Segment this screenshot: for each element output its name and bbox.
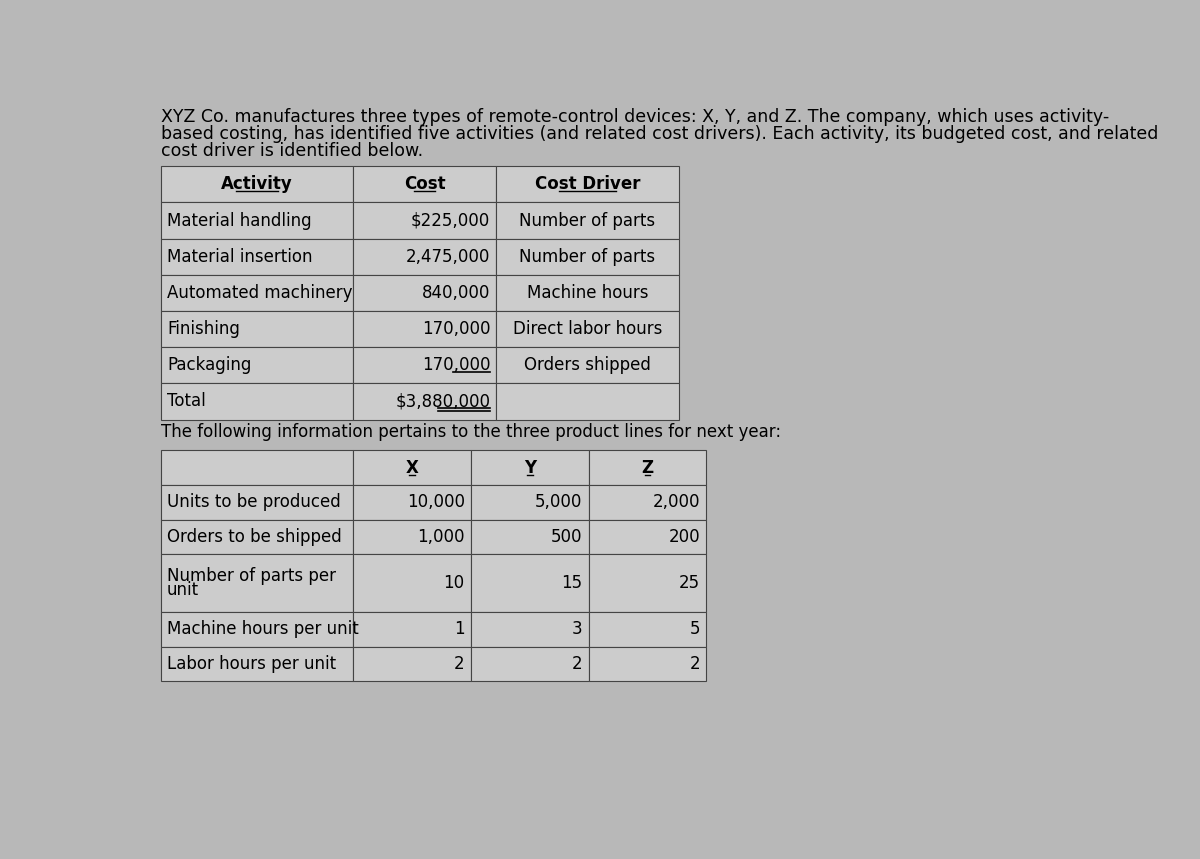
- Bar: [589, 485, 707, 520]
- Bar: [161, 275, 353, 311]
- Text: Cost: Cost: [404, 175, 445, 193]
- Bar: [353, 450, 470, 485]
- Text: Number of parts: Number of parts: [520, 247, 655, 265]
- Text: Finishing: Finishing: [167, 320, 240, 338]
- Text: based costing, has identified five activities (and related cost drivers). Each a: based costing, has identified five activ…: [161, 125, 1158, 143]
- Text: 25: 25: [679, 574, 701, 592]
- Bar: [497, 275, 678, 311]
- Text: 200: 200: [668, 528, 701, 546]
- Bar: [161, 485, 353, 520]
- Bar: [161, 347, 353, 383]
- Text: 500: 500: [551, 528, 582, 546]
- Text: unit: unit: [167, 581, 199, 599]
- Bar: [470, 485, 589, 520]
- Text: Packaging: Packaging: [167, 356, 252, 375]
- Bar: [497, 167, 678, 203]
- Text: $225,000: $225,000: [410, 211, 491, 229]
- Bar: [589, 520, 707, 554]
- Bar: [353, 347, 497, 383]
- Text: cost driver is identified below.: cost driver is identified below.: [161, 142, 422, 160]
- Text: 3: 3: [572, 620, 582, 638]
- Text: Total: Total: [167, 393, 206, 411]
- Bar: [353, 485, 470, 520]
- Bar: [589, 612, 707, 647]
- Bar: [161, 450, 353, 485]
- Bar: [353, 554, 470, 612]
- Bar: [161, 239, 353, 275]
- Text: XYZ Co. manufactures three types of remote-control devices: X, Y, and Z. The com: XYZ Co. manufactures three types of remo…: [161, 108, 1109, 126]
- Text: Cost Driver: Cost Driver: [535, 175, 641, 193]
- Text: Material insertion: Material insertion: [167, 247, 312, 265]
- Bar: [353, 311, 497, 347]
- Text: The following information pertains to the three product lines for next year:: The following information pertains to th…: [161, 423, 781, 441]
- Text: 15: 15: [562, 574, 582, 592]
- Text: $3,880,000: $3,880,000: [395, 393, 491, 411]
- Bar: [353, 239, 497, 275]
- Text: Direct labor hours: Direct labor hours: [512, 320, 662, 338]
- Text: 170,000: 170,000: [421, 356, 491, 375]
- Text: 2,475,000: 2,475,000: [406, 247, 491, 265]
- Bar: [353, 275, 497, 311]
- Text: 2,000: 2,000: [653, 493, 701, 511]
- Text: Labor hours per unit: Labor hours per unit: [167, 655, 336, 673]
- Text: Y: Y: [523, 459, 536, 477]
- Text: 10: 10: [444, 574, 464, 592]
- Text: 170,000: 170,000: [421, 320, 491, 338]
- Bar: [161, 167, 353, 203]
- Bar: [470, 554, 589, 612]
- Text: Units to be produced: Units to be produced: [167, 493, 341, 511]
- Bar: [161, 520, 353, 554]
- Text: Activity: Activity: [221, 175, 293, 193]
- Text: 1: 1: [454, 620, 464, 638]
- Bar: [497, 311, 678, 347]
- Text: 840,000: 840,000: [422, 283, 491, 302]
- Text: Number of parts per: Number of parts per: [167, 567, 336, 585]
- Bar: [497, 347, 678, 383]
- Text: 2: 2: [572, 655, 582, 673]
- Text: Automated machinery: Automated machinery: [167, 283, 353, 302]
- Text: Machine hours per unit: Machine hours per unit: [167, 620, 359, 638]
- Text: 5: 5: [690, 620, 701, 638]
- Bar: [161, 383, 353, 419]
- Text: 2: 2: [690, 655, 701, 673]
- Text: Material handling: Material handling: [167, 211, 312, 229]
- Bar: [353, 167, 497, 203]
- Bar: [161, 203, 353, 239]
- Bar: [353, 520, 470, 554]
- Bar: [470, 450, 589, 485]
- Bar: [497, 239, 678, 275]
- Text: Z: Z: [642, 459, 654, 477]
- Bar: [470, 520, 589, 554]
- Bar: [353, 203, 497, 239]
- Bar: [589, 647, 707, 681]
- Bar: [161, 647, 353, 681]
- Text: Orders shipped: Orders shipped: [524, 356, 650, 375]
- Bar: [161, 311, 353, 347]
- Text: Orders to be shipped: Orders to be shipped: [167, 528, 342, 546]
- Bar: [589, 450, 707, 485]
- Bar: [353, 612, 470, 647]
- Bar: [161, 612, 353, 647]
- Bar: [470, 647, 589, 681]
- Text: Machine hours: Machine hours: [527, 283, 648, 302]
- Text: 5,000: 5,000: [535, 493, 582, 511]
- Bar: [470, 612, 589, 647]
- Bar: [589, 554, 707, 612]
- Bar: [497, 383, 678, 419]
- Text: 2: 2: [454, 655, 464, 673]
- Text: X: X: [406, 459, 419, 477]
- Text: 10,000: 10,000: [407, 493, 464, 511]
- Bar: [497, 203, 678, 239]
- Text: 1,000: 1,000: [418, 528, 464, 546]
- Bar: [353, 383, 497, 419]
- Bar: [161, 554, 353, 612]
- Text: Number of parts: Number of parts: [520, 211, 655, 229]
- Bar: [353, 647, 470, 681]
